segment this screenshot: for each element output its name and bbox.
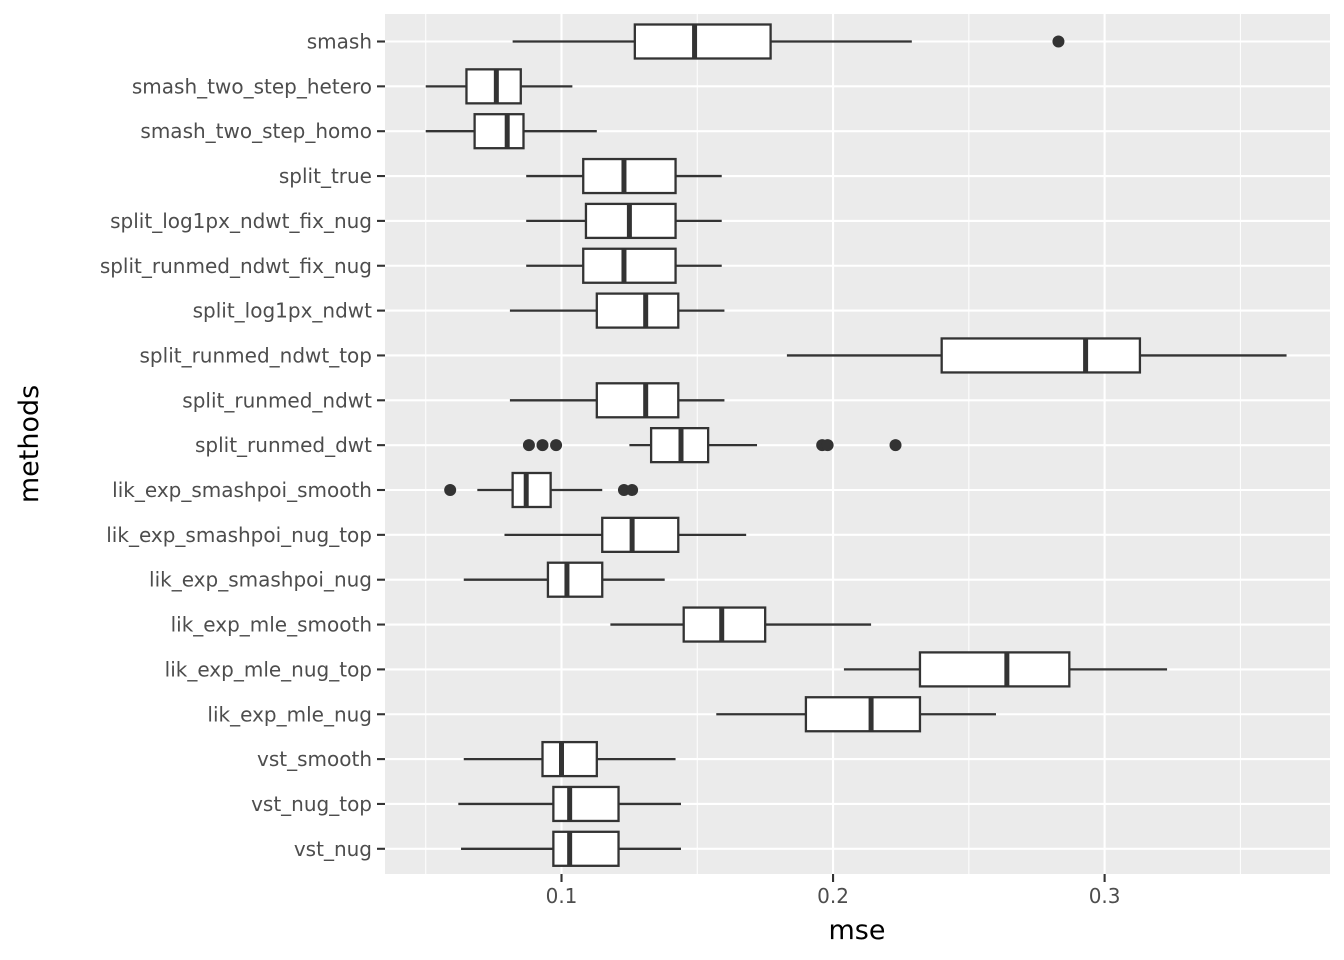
x-axis-title: mse <box>829 915 886 946</box>
box-group-lik_exp_mle_nug <box>716 696 996 733</box>
x-tick-label: 0.3 <box>1089 884 1121 908</box>
outlier-point <box>522 439 535 452</box>
y-tick-label: split_runmed_ndwt_top <box>140 343 372 367</box>
box-group-split_runmed_ndwt_fix_nug <box>526 247 722 284</box>
box-group-smash_two_step_hetero <box>425 68 573 105</box>
box-group-vst_nug_top <box>458 785 681 823</box>
box-iqr <box>595 292 680 329</box>
y-tick-label: split_log1px_ndwt <box>193 299 373 323</box>
box-group-split_runmed_ndwt_top <box>786 337 1287 374</box>
box-group-split_true <box>526 157 722 195</box>
y-tick-label: lik_exp_mle_smooth <box>171 613 372 637</box>
box-iqr <box>918 651 1071 688</box>
box-iqr <box>552 785 620 823</box>
box-group-split_log1px_ndwt <box>509 292 725 329</box>
y-tick-label: split_true <box>279 164 372 188</box>
y-tick-label: vst_nug_top <box>251 792 372 816</box>
y-axis-title: methods <box>14 385 45 503</box>
box-iqr <box>582 247 677 284</box>
box-iqr <box>473 113 525 150</box>
box-group-lik_exp_mle_smooth <box>610 606 872 643</box>
boxplot-series <box>425 23 1287 867</box>
outlier-point <box>626 484 639 496</box>
box-iqr <box>601 516 680 553</box>
outlier-point <box>821 439 834 452</box>
box-group-lik_exp_smashpoi_nug_top <box>504 516 747 553</box>
y-tick-label: split_runmed_ndwt_fix_nug <box>100 254 372 278</box>
box-group-split_runmed_dwt <box>522 426 902 464</box>
box-group-vst_nug <box>461 830 681 867</box>
box-group-lik_exp_mle_nug_top <box>843 651 1168 688</box>
box-iqr <box>541 740 598 778</box>
outlier-point <box>536 439 549 452</box>
y-tick-label: lik_exp_smashpoi_nug <box>149 568 372 592</box>
outlier-point <box>889 439 902 452</box>
outlier-point <box>444 484 457 496</box>
y-tick-label: vst_smooth <box>257 747 372 771</box>
y-tick-label: split_runmed_dwt <box>195 433 372 457</box>
box-iqr <box>940 337 1142 374</box>
box-group-smash_two_step_homo <box>425 113 597 150</box>
y-tick-label: lik_exp_smashpoi_smooth <box>112 478 372 502</box>
y-tick-label: lik_exp_mle_nug_top <box>165 657 372 681</box>
box-iqr <box>804 696 922 733</box>
y-tick-label: split_log1px_ndwt_fix_nug <box>110 209 372 233</box>
box-iqr <box>465 68 522 105</box>
y-axis: smash smash_two_step_hetero smash_two_step… <box>100 30 385 861</box>
x-tick-label: 0.1 <box>546 884 578 908</box>
box-iqr <box>595 382 680 419</box>
x-tick-label: 0.2 <box>817 884 849 908</box>
y-tick-label: smash <box>307 30 372 54</box>
box-iqr <box>682 606 767 643</box>
x-axis: 0.1 0.2 0.3 <box>546 874 1121 908</box>
outlier-point <box>1052 35 1065 48</box>
box-iqr <box>511 471 552 509</box>
box-iqr <box>546 561 604 598</box>
y-tick-label: lik_exp_smashpoi_nug_top <box>106 523 372 547</box>
box-group-split_runmed_ndwt <box>509 382 725 419</box>
box-iqr <box>633 23 772 60</box>
box-group-smash <box>512 23 1065 60</box>
box-group-lik_exp_smashpoi_nug <box>463 561 665 598</box>
y-tick-label: smash_two_step_homo <box>140 119 372 143</box>
y-tick-label: lik_exp_mle_nug <box>207 702 372 726</box>
outlier-point <box>550 439 563 452</box>
y-tick-label: vst_nug <box>294 837 372 861</box>
box-group-lik_exp_smashpoi_smooth <box>444 471 639 509</box>
box-group-vst_smooth <box>463 740 676 778</box>
box-iqr <box>582 157 677 195</box>
box-group-split_log1px_ndwt_fix_nug <box>526 202 722 240</box>
y-tick-label: smash_two_step_hetero <box>132 74 372 98</box>
y-tick-label: split_runmed_ndwt <box>182 388 372 412</box>
box-iqr <box>552 830 620 867</box>
